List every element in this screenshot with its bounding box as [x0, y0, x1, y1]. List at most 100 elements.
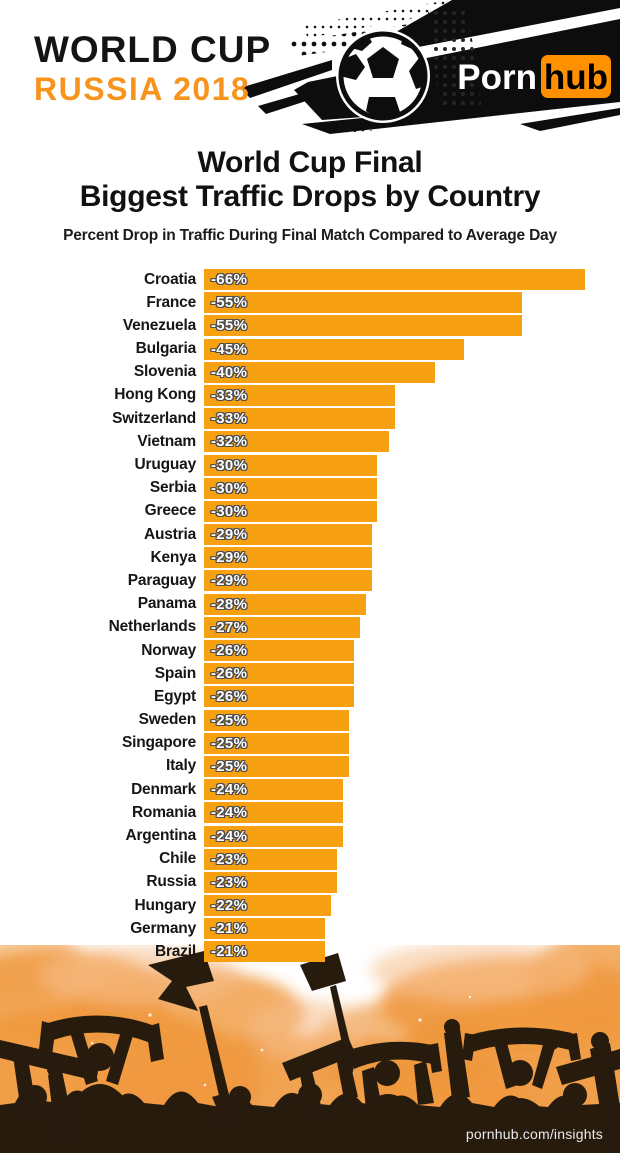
bar-value-label: -55%	[211, 294, 248, 312]
country-label: Croatia	[143, 270, 196, 288]
bar-value-label: -25%	[211, 734, 248, 752]
bar-value-label: -55%	[211, 317, 248, 335]
bar-value-label: -30%	[211, 479, 248, 497]
country-label: Hungary	[134, 896, 197, 914]
chart-row: France -55%	[0, 292, 620, 314]
chart-row: Russia -23%	[0, 871, 620, 893]
brand-russia-2018: RUSSIA 2018	[34, 71, 251, 107]
bar: -24%	[204, 802, 343, 824]
bar: -30%	[204, 477, 378, 499]
bar-value-label: -24%	[211, 804, 248, 822]
bar: -25%	[204, 732, 349, 754]
bar-value-label: -29%	[211, 526, 248, 544]
bar: -29%	[204, 547, 372, 569]
brand-world-cup: WORLD CUP	[34, 29, 272, 70]
country-label: Italy	[165, 757, 196, 775]
chart-row: Argentina -24%	[0, 825, 620, 847]
bar-value-label: -33%	[211, 386, 248, 404]
chart-row: Singapore -25%	[0, 732, 620, 754]
bar-value-label: -29%	[211, 549, 248, 567]
country-label: Uruguay	[134, 456, 197, 473]
country-label: Germany	[130, 919, 196, 937]
bar: -33%	[204, 408, 395, 430]
bar: -30%	[204, 500, 378, 522]
crowd-silhouette-art	[0, 945, 620, 1153]
logo-hub-box	[541, 55, 611, 98]
country-label: Kenya	[150, 548, 196, 566]
chart-row: Hungary -22%	[0, 895, 620, 917]
flag-big	[148, 951, 240, 1125]
scarf-holder-left	[38, 1015, 164, 1153]
bar: -26%	[204, 663, 355, 685]
bar: -26%	[204, 686, 355, 708]
bar-value-label: -30%	[211, 502, 248, 520]
country-label: Spain	[154, 664, 196, 682]
country-label: Brazil	[154, 942, 196, 960]
bar: -22%	[204, 895, 332, 917]
bar: -25%	[204, 709, 349, 731]
bar-value-label: -27%	[211, 618, 248, 636]
country-label: Denmark	[131, 780, 196, 798]
bar-value-label: -22%	[211, 897, 248, 915]
bar: -25%	[204, 755, 349, 777]
country-label: France	[146, 293, 196, 311]
chart-row: Panama -28%	[0, 593, 620, 615]
bar: -26%	[204, 640, 355, 661]
bar-value-label: -33%	[211, 410, 248, 428]
country-label: Singapore	[122, 734, 196, 752]
chart-row: Brazil -21%	[0, 941, 620, 963]
bar-chart: Croatia -66% France -55% Venezuela -55% Bulgar…	[0, 269, 620, 965]
bar-value-label: -25%	[211, 711, 248, 729]
chart-row: Croatia -66%	[0, 269, 620, 290]
country-label: Netherlands	[108, 618, 197, 636]
bar-value-label: -21%	[211, 943, 248, 961]
bar: -21%	[204, 941, 326, 963]
bar-value-label: -30%	[211, 456, 248, 474]
bar: -40%	[204, 361, 436, 383]
bar-value-label: -23%	[211, 850, 248, 868]
country-label: Serbia	[149, 479, 196, 497]
bar-value-label: -66%	[211, 271, 248, 288]
bar: -24%	[204, 779, 343, 801]
bar: -33%	[204, 384, 395, 406]
chart-row: Switzerland -33%	[0, 408, 620, 430]
chart-title-line1: World Cup Final	[197, 146, 423, 179]
bar: -29%	[204, 524, 372, 546]
chart-row: Slovenia -40%	[0, 361, 620, 383]
title-block: World Cup Final Biggest Traffic Drops by…	[0, 146, 620, 245]
footer-link[interactable]: pornhub.com/insights	[465, 1126, 603, 1142]
chart-row: Italy -25%	[0, 755, 620, 777]
country-label: Venezuela	[122, 316, 196, 334]
chart-row: Norway -26%	[0, 640, 620, 661]
svg-text:Porn: Porn	[457, 58, 537, 97]
chart-row: Netherlands -27%	[0, 616, 620, 638]
bar-value-label: -26%	[211, 688, 248, 706]
bar-value-label: -25%	[211, 757, 248, 775]
chart-row: Denmark -24%	[0, 779, 620, 801]
chart-row: Kenya -29%	[0, 547, 620, 569]
bar-value-label: -23%	[211, 873, 248, 891]
country-label: Chile	[159, 850, 196, 868]
chart-row: Romania -24%	[0, 802, 620, 824]
chart-row: Sweden -25%	[0, 709, 620, 731]
bar-value-label: -40%	[211, 363, 248, 381]
chart-row: Paraguay -29%	[0, 570, 620, 592]
header-banner-art: Porn hub	[240, 0, 620, 134]
chart-row: Germany -21%	[0, 918, 620, 940]
bar: -24%	[204, 825, 343, 847]
chart-row: Austria -29%	[0, 524, 620, 546]
crowd-silhouette	[0, 951, 620, 1153]
bar-value-label: -29%	[211, 572, 248, 590]
country-label: Norway	[141, 641, 196, 659]
chart-row: Hong Kong -33%	[0, 384, 620, 406]
bar: -28%	[204, 593, 366, 615]
country-label: Hong Kong	[114, 386, 196, 404]
country-label: Greece	[144, 502, 197, 520]
bar-value-label: -24%	[211, 781, 248, 799]
chart-row: Venezuela -55%	[0, 315, 620, 337]
country-label: Romania	[131, 803, 196, 821]
bar: -30%	[204, 454, 378, 476]
bar: -23%	[204, 848, 337, 870]
country-label: Sweden	[138, 711, 197, 729]
